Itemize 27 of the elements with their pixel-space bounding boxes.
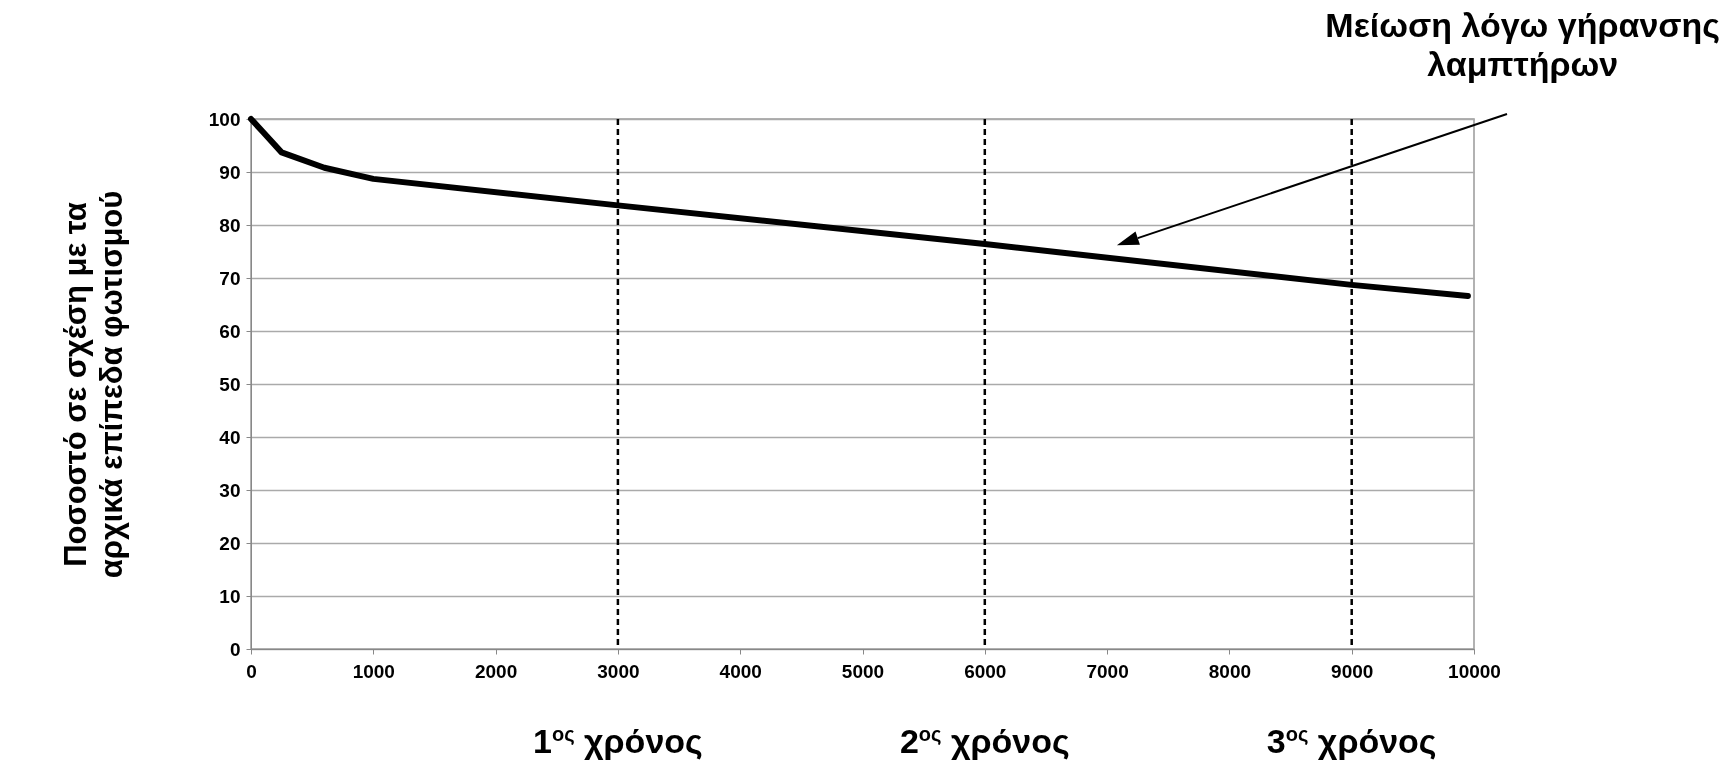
x-tick-label: 3000 [597, 660, 640, 682]
y-tick-label: 40 [219, 426, 241, 448]
x-tick-label: 8000 [1208, 660, 1252, 682]
y-tick-label: 10 [219, 585, 241, 607]
x-tick-label: 7000 [1086, 660, 1129, 682]
y-tick-label: 60 [219, 320, 241, 342]
y-tick-label: 70 [219, 267, 241, 289]
x-tick-label: 1000 [352, 660, 395, 682]
y-tick-label: 50 [219, 373, 241, 395]
text: Μείωση λόγω γήρανσης λαμπτήρων [1325, 6, 1720, 85]
ref-line-label: 3$^{ος}$ χρόνος [1266, 722, 1437, 761]
ref-line-label: 1$^{ος}$ χρόνος [533, 722, 703, 761]
x-tick-label: 9000 [1331, 660, 1374, 682]
x-tick-label: 4000 [719, 660, 762, 682]
x-tick-label: 6000 [964, 660, 1007, 682]
x-tick-label: 2000 [474, 660, 518, 682]
ref-line-label: 2$^{ος}$ χρόνος [899, 722, 1070, 761]
y-tick-label: 100 [208, 108, 241, 130]
y-tick-label: 0 [229, 638, 241, 660]
y-tick-label: 30 [219, 479, 241, 501]
y-tick-label: 20 [219, 532, 241, 554]
y-tick-label: 80 [219, 214, 241, 236]
y-tick-label: 90 [219, 161, 241, 183]
x-tick-label: 0 [246, 660, 257, 682]
y-axis-title: Ποσοστό σε σχέση με τα αρχικά επίπεδα φωτισμού [57, 190, 129, 579]
x-tick-label: 5000 [841, 660, 885, 682]
x-tick-label: 10000 [1448, 660, 1501, 682]
